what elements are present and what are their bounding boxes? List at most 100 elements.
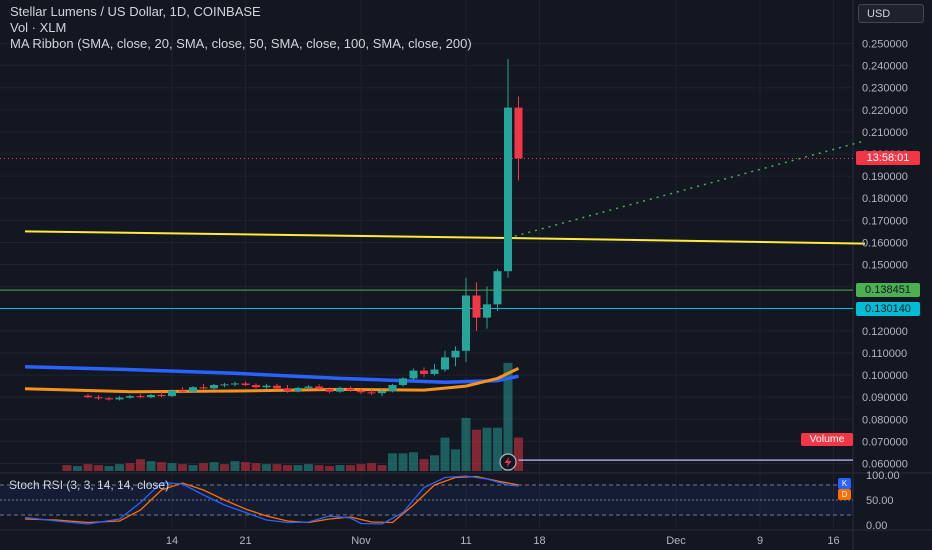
candle[interactable] [231,381,239,387]
price-tick-label: 0.060000 [862,459,908,471]
candle-body [126,396,134,398]
green-level-label: 0.138451 [856,283,920,297]
candle[interactable] [346,386,355,392]
candle-body [94,397,103,399]
volume-badge: Volume [801,433,853,446]
candle[interactable] [283,385,292,393]
candle[interactable] [199,383,208,390]
price-axis[interactable]: 0.250000 0.240000 0.230000 0.220000 0.210000… [862,39,908,471]
volume-bar [440,437,450,471]
candle[interactable] [451,346,460,367]
candle-body [262,385,271,388]
candle[interactable] [493,268,502,311]
candle[interactable] [409,368,418,381]
candle[interactable] [514,96,523,181]
candle[interactable] [168,389,176,398]
candle[interactable] [241,381,250,387]
candle-body [220,384,229,386]
candle-body [514,107,523,159]
candle[interactable] [210,383,218,390]
candle[interactable] [115,396,124,401]
candle[interactable] [336,386,344,393]
volume-bar [125,463,135,471]
volume-bar [514,437,523,471]
volume-bars [62,362,853,471]
candle[interactable] [325,387,334,394]
candle[interactable] [388,383,397,393]
volume-bar [146,461,156,471]
candle[interactable] [420,367,428,378]
volume-bar [178,464,187,471]
candle[interactable] [367,389,376,395]
d-badge: D [838,489,851,500]
volume-bar [94,465,103,471]
candle[interactable] [304,385,313,390]
volume-bar [167,463,177,471]
k-badge: K [838,478,851,489]
candle[interactable] [273,383,281,390]
candle-body [210,385,218,389]
candle-body [346,388,355,391]
candle[interactable] [504,58,512,278]
candle[interactable] [252,383,260,389]
candle-body [273,385,281,389]
candle[interactable] [136,393,145,399]
time-tick-label: 21 [239,535,251,547]
candle[interactable] [462,277,470,362]
volume-bar [115,464,124,471]
volume-bar [451,449,460,471]
candle[interactable] [126,394,134,399]
candle[interactable] [378,389,386,397]
candle[interactable] [357,387,365,394]
candle[interactable] [220,382,229,388]
volume-bar [430,455,439,471]
teal-level-label: 0.130140 [856,302,920,316]
candle[interactable] [84,393,92,399]
ma-ribbon-legend[interactable]: MA Ribbon (SMA, close, 20, SMA, close, 5… [10,36,472,51]
candle-body [472,295,481,318]
candle[interactable] [94,394,103,400]
candle[interactable] [105,396,113,401]
currency-button[interactable]: USD [858,4,924,23]
volume-legend[interactable]: Vol · XLM [10,20,67,35]
candle[interactable] [294,386,302,393]
candle[interactable] [441,350,449,372]
time-axis[interactable]: 14 21 Nov 11 18 Dec 9 16 [166,535,840,547]
volume-bar [482,427,492,471]
candles[interactable] [84,58,523,401]
candle[interactable] [157,391,166,398]
price-tick-label: 0.190000 [862,171,908,183]
candle[interactable] [483,286,491,329]
volume-bar [388,453,397,471]
candle-body [388,385,397,391]
rsi-tick-label: 50.00 [866,495,894,507]
stoch-rsi-pane[interactable] [0,475,853,525]
volume-bar [409,452,418,471]
candle[interactable] [430,364,439,376]
candle[interactable] [189,386,197,393]
candle-body [462,295,470,351]
volume-bar [188,465,198,471]
price-tick-label: 0.220000 [862,105,908,117]
symbol-title[interactable]: Stellar Lumens / US Dollar, 1D, COINBASE [10,4,261,19]
candle-body [336,388,344,392]
price-tick-label: 0.100000 [862,370,908,382]
volume-bar [503,362,513,471]
time-tick-label: Nov [351,535,371,547]
lightning-icon[interactable] [499,453,517,471]
volume-bar [272,464,282,471]
volume-bar [251,463,261,471]
candle[interactable] [178,387,187,394]
candle[interactable] [262,383,271,389]
price-tick-label: 0.110000 [862,348,907,360]
candle[interactable] [315,384,323,391]
volume-bar [493,427,502,471]
candle[interactable] [472,282,481,331]
volume-bar [136,459,145,471]
candle-body [409,370,418,379]
stoch-rsi-legend[interactable]: Stoch RSI (3, 3, 14, 14, close) [9,478,170,492]
candle[interactable] [147,393,155,399]
candle-body [199,387,208,389]
candle[interactable] [399,377,407,387]
